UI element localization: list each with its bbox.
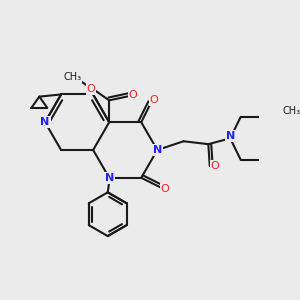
Text: O: O — [161, 184, 170, 194]
Text: N: N — [226, 131, 236, 141]
Text: CH₃: CH₃ — [282, 106, 300, 116]
Text: N: N — [105, 173, 114, 183]
Text: O: O — [150, 95, 158, 105]
Text: CH₃: CH₃ — [63, 72, 81, 82]
Text: N: N — [153, 145, 162, 155]
Text: N: N — [40, 117, 50, 127]
Text: O: O — [87, 84, 95, 94]
Text: O: O — [129, 89, 137, 100]
Text: O: O — [211, 161, 219, 171]
